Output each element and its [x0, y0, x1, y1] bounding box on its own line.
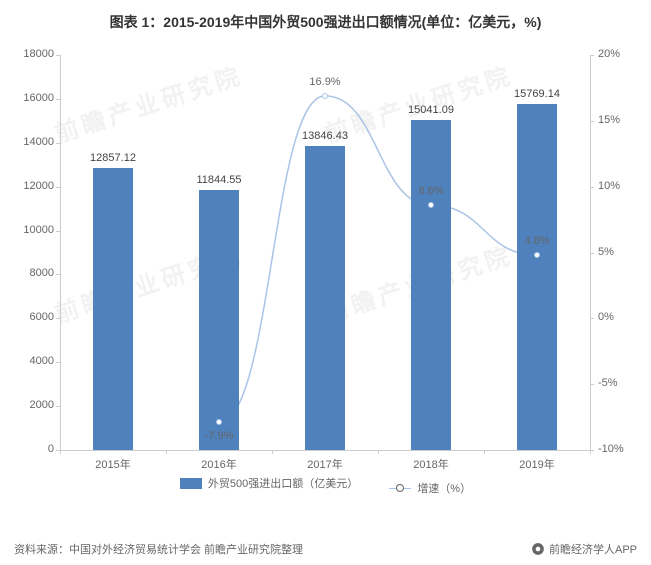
y-left-tick: 12000: [23, 180, 54, 192]
x-category-label: 2015年: [95, 456, 130, 472]
y-right-tick: 15%: [598, 114, 620, 126]
bar-value-label: 13846.43: [302, 130, 348, 142]
x-tickmark: [60, 450, 61, 454]
line-point: [216, 419, 222, 425]
y-left-tick: 6000: [30, 311, 54, 323]
y-right-tick: 5%: [598, 246, 614, 258]
app-icon: [531, 542, 545, 556]
y-right-tick: 20%: [598, 48, 620, 60]
chart-container: 图表 1：2015-2019年中国外贸500强进出口额情况(单位：亿美元，%) …: [0, 0, 651, 565]
x-category-label: 2017年: [307, 456, 342, 472]
line-value-label: 8.6%: [418, 185, 443, 197]
bar: [411, 120, 451, 450]
footer: 资料来源：中国对外经济贸易统计学会 前瞻产业研究院整理 前瞻经济学人APP: [14, 541, 637, 557]
x-axis: [60, 450, 590, 451]
x-tickmark: [272, 450, 273, 454]
y-right-tick: 0%: [598, 311, 614, 323]
app-badge: 前瞻经济学人APP: [531, 541, 637, 557]
legend-item-bars: 外贸500强进出口额（亿美元）: [180, 475, 358, 491]
y-left-tick: 4000: [30, 355, 54, 367]
y-left-tick: 18000: [23, 48, 54, 60]
y-left-tick: 16000: [23, 92, 54, 104]
bar: [93, 168, 133, 450]
bar: [517, 104, 557, 450]
y-left-tick: 0: [48, 443, 54, 455]
legend: 外贸500强进出口额（亿美元） 增速（%）: [0, 475, 651, 496]
y-right-tick: -10%: [598, 443, 624, 455]
app-badge-text: 前瞻经济学人APP: [549, 541, 637, 557]
bar-value-label: 11844.55: [196, 174, 241, 186]
chart-title: 图表 1：2015-2019年中国外贸500强进出口额情况(单位：亿美元，%): [0, 0, 651, 32]
line-point: [428, 202, 434, 208]
legend-swatch-line: [389, 488, 411, 489]
line-value-label: -7.9%: [205, 430, 234, 442]
x-tickmark: [590, 450, 591, 454]
x-tickmark: [166, 450, 167, 454]
line-point: [322, 93, 328, 99]
legend-label-bars: 外贸500强进出口额（亿美元）: [208, 475, 358, 491]
x-category-label: 2016年: [201, 456, 236, 472]
y-right-tick: -5%: [598, 377, 618, 389]
line-point: [534, 252, 540, 258]
bar-value-label: 15041.09: [408, 104, 454, 116]
y-axis-r: [590, 55, 591, 450]
bar: [199, 190, 239, 450]
y-right-tick: 10%: [598, 180, 620, 192]
x-category-label: 2018年: [413, 456, 448, 472]
bar: [305, 146, 345, 450]
line-value-label: 16.9%: [309, 76, 340, 88]
x-category-label: 2019年: [519, 456, 554, 472]
legend-swatch-bar: [180, 478, 202, 489]
y-left-tick: 2000: [30, 399, 54, 411]
legend-label-line: 增速（%）: [417, 480, 471, 496]
line-value-label: 4.8%: [524, 235, 549, 247]
source-text: 资料来源：中国对外经济贸易统计学会 前瞻产业研究院整理: [14, 541, 303, 557]
y-axis-l: [60, 55, 61, 450]
x-tickmark: [378, 450, 379, 454]
x-tickmark: [484, 450, 485, 454]
y-left-tick: 10000: [23, 224, 54, 236]
bar-value-label: 12857.12: [90, 152, 136, 164]
bar-value-label: 15769.14: [514, 88, 560, 100]
y-left-tick: 8000: [30, 267, 54, 279]
y-left-tick: 14000: [23, 136, 54, 148]
legend-item-line: 增速（%）: [389, 480, 471, 496]
